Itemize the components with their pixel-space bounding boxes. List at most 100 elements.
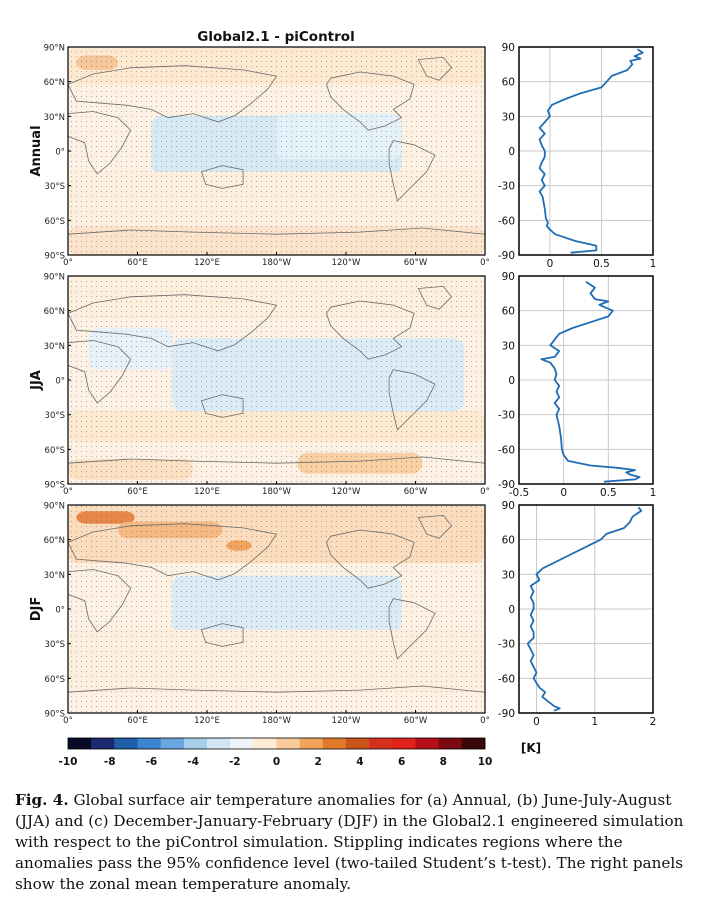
lat-tick-label: 30°S bbox=[45, 182, 65, 192]
lat-tick-label: 90°S bbox=[45, 481, 65, 491]
colorbar-swatch bbox=[253, 738, 277, 749]
y-tick-label: 0 bbox=[508, 146, 515, 158]
lon-tick-label: 0° bbox=[63, 487, 73, 497]
lon-tick-label: 60°E bbox=[127, 258, 147, 268]
colorbar-tick-label: 0 bbox=[273, 756, 280, 768]
y-tick-label: -30 bbox=[498, 639, 515, 651]
x-tick-label: 0.5 bbox=[593, 258, 610, 270]
lon-tick-label: 60°W bbox=[404, 716, 428, 726]
lon-tick-label: 120°E bbox=[194, 258, 220, 268]
significance-stippling bbox=[68, 47, 485, 255]
lat-tick-label: 60°S bbox=[45, 675, 65, 685]
caption-text: Global surface air temperature anomalies… bbox=[15, 791, 684, 893]
zonal-mean-chart-djf: 0 1 2 90 60 30 0 -30 -60 -90 bbox=[498, 500, 657, 728]
zonal-mean-line bbox=[540, 281, 641, 483]
lat-tick-label: 90°N bbox=[44, 273, 65, 283]
zonal-mean-chart-annual: 0 0.5 1 90 60 30 0 -30 -60 -90 bbox=[498, 42, 657, 270]
colorbar-swatch bbox=[276, 738, 300, 749]
lon-tick-label: 180°W bbox=[262, 716, 291, 726]
map-panel-jja: 90°N60°N30°N0°30°S60°S90°S0° 60°E 120°E 180… bbox=[29, 273, 490, 498]
lat-tick-label: 0° bbox=[55, 148, 65, 158]
y-tick-label: -60 bbox=[498, 215, 515, 227]
lat-tick-label: 90°S bbox=[45, 710, 65, 720]
colorbar-swatch bbox=[207, 738, 231, 749]
lat-tick-label: 60°N bbox=[44, 307, 65, 317]
lat-tick-label: 90°N bbox=[44, 44, 65, 54]
colorbar-tick-label: -10 bbox=[59, 756, 78, 768]
y-tick-label: -30 bbox=[498, 410, 515, 422]
caption-label: Fig. 4. bbox=[15, 791, 69, 809]
lat-tick-label: 60°N bbox=[44, 536, 65, 546]
plot-frame bbox=[518, 46, 654, 256]
figure-caption: Fig. 4. Global surface air temperature a… bbox=[15, 790, 703, 895]
colorbar-swatch bbox=[299, 738, 324, 749]
y-tick-label: -90 bbox=[498, 708, 515, 720]
lat-tick-label: 30°S bbox=[45, 640, 65, 650]
y-tick-label: 0 bbox=[508, 604, 515, 616]
colorbar-swatch bbox=[369, 738, 393, 749]
colorbar-swatch bbox=[137, 738, 161, 749]
plot-frame bbox=[518, 504, 654, 714]
colorbar-swatch bbox=[114, 738, 138, 749]
colorbar-tick-label: -4 bbox=[187, 756, 199, 768]
lon-tick-label: 120°W bbox=[332, 716, 361, 726]
colorbar-tick-label: -8 bbox=[104, 756, 116, 768]
map-panel-annual: 90°N60°N30°N0°30°S60°S90°S0° 60°E 120°E 180… bbox=[29, 44, 490, 269]
y-tick-label: 30 bbox=[502, 569, 515, 581]
lat-tick-label: 0° bbox=[55, 377, 65, 387]
y-tick-label: 60 bbox=[502, 77, 515, 89]
colorbar-tick-label: 2 bbox=[315, 756, 322, 768]
colorbar-tick-label: 8 bbox=[440, 756, 447, 768]
colorbar: -10 -8 -6 -4 -2 0 2 4 6 8 10 [K] bbox=[59, 737, 541, 768]
colorbar-swatch bbox=[346, 738, 370, 749]
colorbar-unit: [K] bbox=[521, 741, 541, 755]
x-tick-label: 0 bbox=[560, 487, 567, 499]
lon-tick-label: 60°W bbox=[404, 487, 428, 497]
zonal-mean-line bbox=[538, 48, 644, 254]
figure-title: Global2.1 - piControl bbox=[197, 29, 354, 45]
lon-tick-label: 120°W bbox=[332, 258, 361, 268]
y-tick-label: 60 bbox=[502, 306, 515, 318]
y-tick-label: 90 bbox=[502, 271, 515, 283]
y-tick-label: 90 bbox=[502, 42, 515, 54]
x-tick-label: 1 bbox=[650, 487, 657, 499]
colorbar-tick-label: 4 bbox=[356, 756, 363, 768]
figure: Global2.1 - piControl 90°N 60°N 30°N 0° 30°S… bbox=[29, 29, 657, 768]
y-tick-label: -90 bbox=[498, 250, 515, 262]
colorbar-swatch bbox=[91, 738, 115, 749]
lon-tick-label: 0° bbox=[63, 258, 73, 268]
panel-label-djf: DJF bbox=[29, 597, 44, 622]
lat-tick-label: 90°N bbox=[44, 502, 65, 512]
map-panel-djf: 90°N60°N30°N0°30°S60°S90°S0° 60°E 120°E 180… bbox=[29, 502, 490, 727]
lon-tick-label: 0° bbox=[63, 716, 73, 726]
x-tick-label: 0 bbox=[547, 258, 554, 270]
lat-tick-label: 90°S bbox=[45, 252, 65, 262]
colorbar-swatch bbox=[68, 738, 92, 749]
y-tick-label: 30 bbox=[502, 340, 515, 352]
lat-tick-label: 30°N bbox=[44, 342, 65, 352]
y-tick-label: -60 bbox=[498, 444, 515, 456]
y-tick-label: 30 bbox=[502, 111, 515, 123]
panel-label-jja: JJA bbox=[29, 370, 44, 391]
y-tick-label: 90 bbox=[502, 500, 515, 512]
y-tick-label: -60 bbox=[498, 673, 515, 685]
y-tick-label: -30 bbox=[498, 181, 515, 193]
colorbar-swatch bbox=[438, 738, 463, 749]
colorbar-swatch bbox=[230, 738, 254, 749]
zonal-mean-line bbox=[526, 506, 643, 712]
y-tick-label: 0 bbox=[508, 375, 515, 387]
x-tick-label: -0.5 bbox=[509, 487, 530, 499]
lon-tick-label: 180°W bbox=[262, 487, 291, 497]
zonal-mean-chart-jja: -0.5 0 0.5 1 90 60 30 0 -30 -60 -90 bbox=[498, 271, 657, 499]
colorbar-swatch bbox=[160, 738, 185, 749]
x-tick-label: 0 bbox=[533, 716, 540, 728]
lon-tick-label: 120°W bbox=[332, 487, 361, 497]
x-tick-label: 1 bbox=[650, 258, 657, 270]
colorbar-swatch bbox=[461, 738, 486, 749]
significance-stippling bbox=[68, 505, 485, 713]
colorbar-swatch bbox=[322, 738, 347, 749]
significance-stippling bbox=[68, 276, 485, 484]
plot-frame bbox=[518, 275, 654, 485]
colorbar-tick-label: -2 bbox=[229, 756, 241, 768]
lon-tick-label: 0° bbox=[480, 487, 490, 497]
